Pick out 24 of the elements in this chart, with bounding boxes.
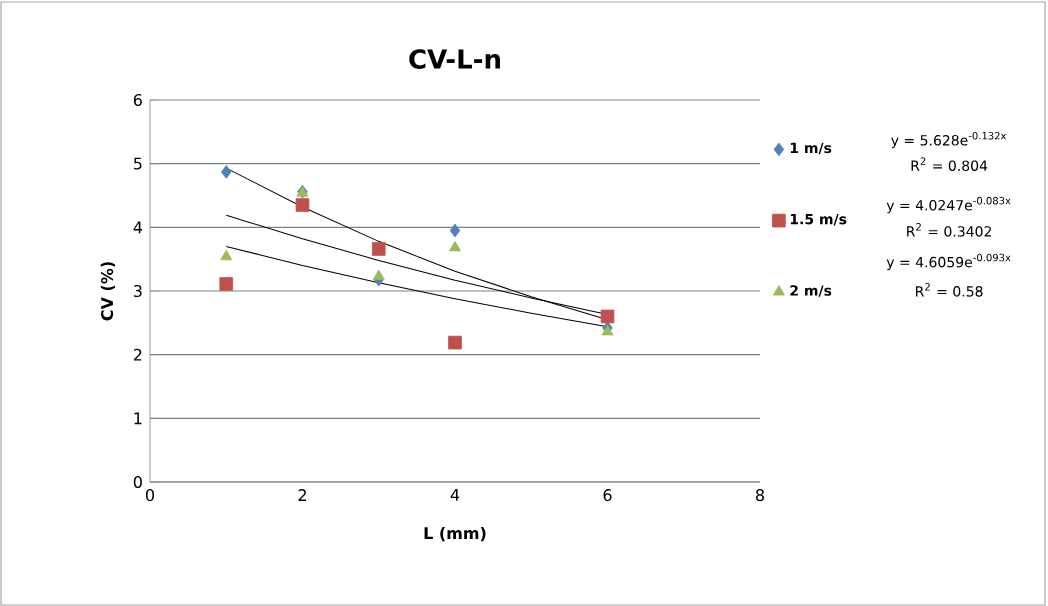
text: y = 4.6059e$^{-0.093x}$ — [886, 253, 1011, 271]
text: y = 5.628e$^{-0.132x}$ — [891, 131, 1007, 149]
y-axis-title: CV (%) — [100, 262, 116, 321]
legend-label: 1.5 m/s — [790, 214, 847, 226]
x-tick-label: 2 — [298, 489, 306, 501]
y-tick-label: 5 — [133, 157, 142, 170]
x-tick-label: 4 — [450, 489, 460, 501]
x-tick-label: 6 — [603, 489, 612, 502]
y-tick-label: 2 — [133, 348, 142, 361]
legend-label: 1 m/s — [790, 142, 832, 155]
x-axis-title: L (mm) — [424, 526, 486, 542]
y-tick-label: 3 — [133, 284, 142, 298]
text: R$^{2}$ = 0.804 — [911, 157, 988, 171]
y-tick-label: 6 — [133, 93, 142, 107]
text: R$^{2}$ = 0.58 — [916, 283, 983, 297]
legend-label: 2 m/s — [790, 285, 832, 297]
text: R$^{2}$ = 0.3402 — [907, 223, 992, 237]
x-tick-label: 0 — [145, 489, 155, 502]
y-tick-label: 4 — [133, 221, 143, 234]
chart-title: CV-L-n — [409, 49, 500, 69]
y-tick-label: 1 — [134, 412, 142, 425]
text: y = 4.0247e$^{-0.083x}$ — [886, 196, 1011, 214]
x-tick-label: 8 — [756, 489, 764, 502]
y-tick-label: 0 — [133, 475, 142, 489]
